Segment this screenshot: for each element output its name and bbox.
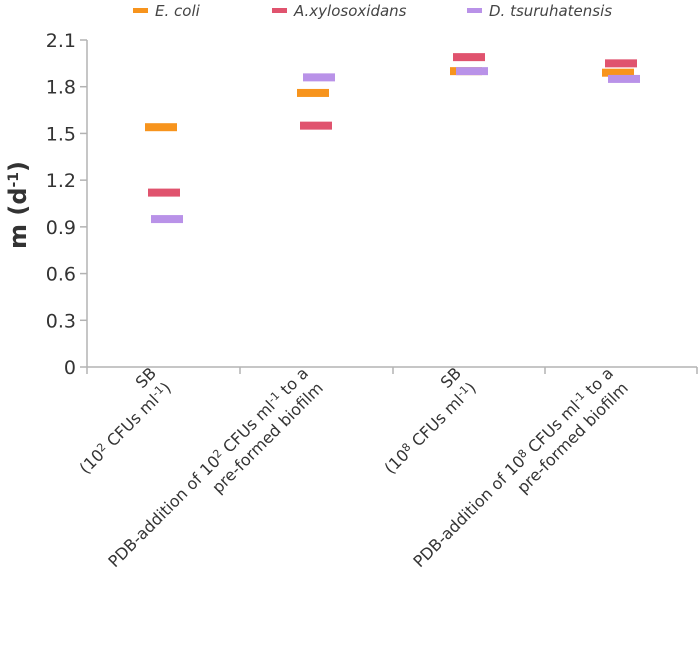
legend-swatch — [272, 8, 287, 13]
legend-label: A.xylosoxidans — [293, 2, 407, 20]
x-category-label: PDB-addition of 108 CFUs ml-1 to apre-fo… — [409, 364, 631, 572]
data-mark-d-tsuruhatensis — [608, 74, 640, 83]
data-mark-a-xylosoxidans — [148, 188, 180, 197]
x-axis: SB(102 CFUs ml-1)PDB-addition of 102 CFU… — [76, 364, 698, 572]
data-mark-e-coli — [602, 68, 634, 77]
legend-item: D. tsuruhatensis — [467, 2, 612, 20]
y-tick-label: 1.5 — [46, 123, 76, 145]
y-tick-label: 2.1 — [46, 30, 76, 52]
legend-label: D. tsuruhatensis — [489, 2, 612, 20]
legend-swatch — [133, 8, 148, 13]
data-mark-e-coli — [297, 88, 329, 97]
data-mark-a-xylosoxidans — [605, 59, 637, 68]
legend-swatch — [467, 8, 482, 13]
x-category-label: SB(102 CFUs ml-1) — [76, 364, 175, 478]
data-mark-d-tsuruhatensis — [151, 215, 183, 224]
legend: E. coli A.xylosoxidans D. tsuruhatensis — [133, 2, 612, 20]
legend-item: E. coli — [133, 2, 201, 20]
y-tick-label: 0.6 — [46, 264, 76, 286]
data-mark-d-tsuruhatensis — [456, 67, 488, 76]
x-category-label: PDB-addition of 102 CFUs ml-1 to apre-fo… — [104, 364, 326, 572]
y-tick-label: 0 — [64, 357, 76, 379]
data-mark-d-tsuruhatensis — [303, 73, 335, 82]
x-category-label: SB(108 CFUs ml-1) — [381, 364, 480, 478]
data-mark-a-xylosoxidans — [453, 53, 485, 62]
x-category-line: (102 CFUs ml-1) — [76, 378, 175, 477]
y-axis-label: m (d-1) — [4, 161, 32, 249]
legend-label: E. coli — [155, 2, 201, 20]
y-tick-label: 1.8 — [46, 77, 76, 99]
data-marks — [145, 53, 640, 224]
x-category-line: (108 CFUs ml-1) — [381, 378, 480, 477]
y-tick-label: 0.9 — [46, 217, 76, 239]
y-axis: 0 0.3 0.6 0.9 1.2 1.5 1.8 2.1 — [46, 30, 88, 379]
y-tick-label: 1.2 — [46, 170, 76, 192]
legend-item: A.xylosoxidans — [272, 2, 407, 20]
x-category-line: PDB-addition of 108 CFUs ml-1 to a — [409, 364, 617, 572]
data-mark-e-coli — [145, 123, 177, 132]
data-mark-a-xylosoxidans — [300, 121, 332, 130]
x-category-line: PDB-addition of 102 CFUs ml-1 to a — [104, 364, 312, 572]
y-tick-label: 0.3 — [46, 310, 76, 332]
